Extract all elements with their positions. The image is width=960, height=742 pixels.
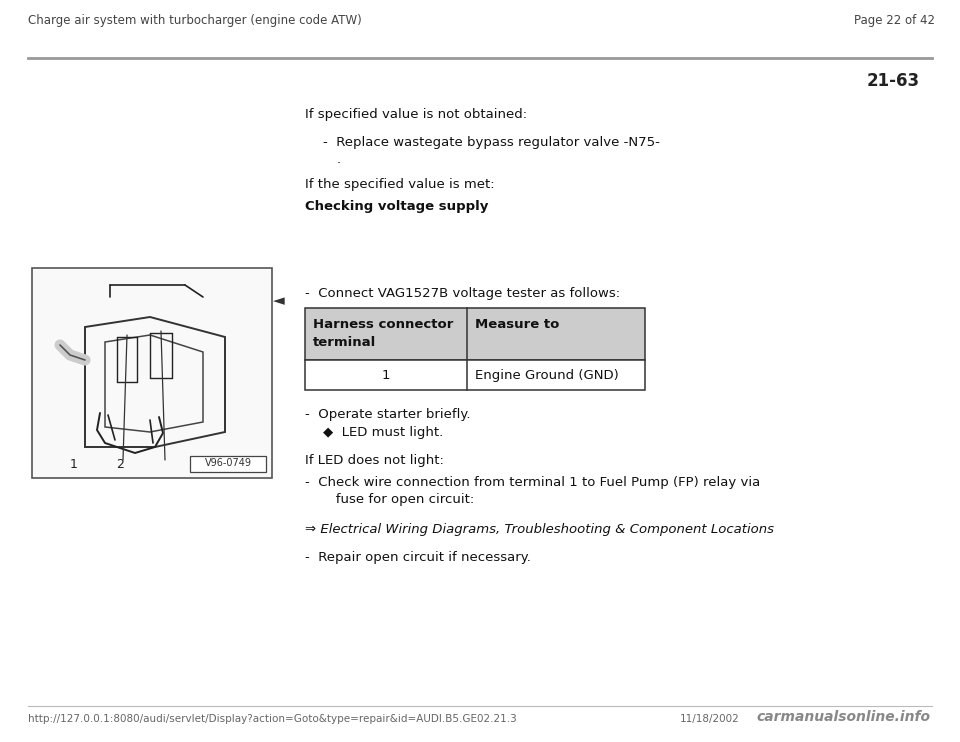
Text: Harness connector: Harness connector	[313, 318, 453, 331]
Bar	[32, 268, 272, 478]
Text: 1: 1	[382, 369, 391, 382]
Text: 11/18/2002: 11/18/2002	[680, 714, 740, 724]
Text: ◄: ◄	[273, 293, 285, 308]
Text: Engine Ground (GND): Engine Ground (GND)	[475, 369, 619, 382]
Text: -  Repair open circuit if necessary.: - Repair open circuit if necessary.	[305, 551, 531, 564]
Text: .: .	[337, 153, 341, 166]
Text: Checking voltage supply: Checking voltage supply	[305, 200, 489, 213]
Text: -  Connect VAG1527B voltage tester as follows:: - Connect VAG1527B voltage tester as fol…	[305, 287, 620, 300]
Bar	[305, 360, 645, 390]
Text: 21-63: 21-63	[867, 72, 920, 90]
Text: Charge air system with turbocharger (engine code ATW): Charge air system with turbocharger (eng…	[28, 14, 362, 27]
Text: 1: 1	[70, 458, 78, 471]
Text: -  Replace wastegate bypass regulator valve -N75-: - Replace wastegate bypass regulator val…	[323, 136, 660, 149]
Text: 2: 2	[116, 458, 124, 471]
Text: terminal: terminal	[313, 336, 376, 349]
Text: Page 22 of 42: Page 22 of 42	[854, 14, 935, 27]
Text: ◆  LED must light.: ◆ LED must light.	[323, 426, 444, 439]
Bar	[305, 308, 645, 360]
Text: http://127.0.0.1:8080/audi/servlet/Display?action=Goto&type=repair&id=AUDI.B5.GE: http://127.0.0.1:8080/audi/servlet/Displ…	[28, 714, 516, 724]
Text: If specified value is not obtained:: If specified value is not obtained:	[305, 108, 527, 121]
Text: -  Check wire connection from terminal 1 to Fuel Pump (FP) relay via: - Check wire connection from terminal 1 …	[305, 476, 760, 489]
Text: -  Operate starter briefly.: - Operate starter briefly.	[305, 408, 470, 421]
Text: If the specified value is met:: If the specified value is met:	[305, 178, 494, 191]
Text: fuse for open circuit:: fuse for open circuit:	[323, 493, 474, 506]
Text: If LED does not light:: If LED does not light:	[305, 454, 444, 467]
Bar	[190, 456, 266, 472]
Text: ⇒ Electrical Wiring Diagrams, Troubleshooting & Component Locations: ⇒ Electrical Wiring Diagrams, Troublesho…	[305, 523, 774, 536]
Text: Measure to: Measure to	[475, 318, 560, 331]
Text: V96-0749: V96-0749	[204, 458, 252, 468]
Text: carmanualsonline.info: carmanualsonline.info	[756, 710, 930, 724]
